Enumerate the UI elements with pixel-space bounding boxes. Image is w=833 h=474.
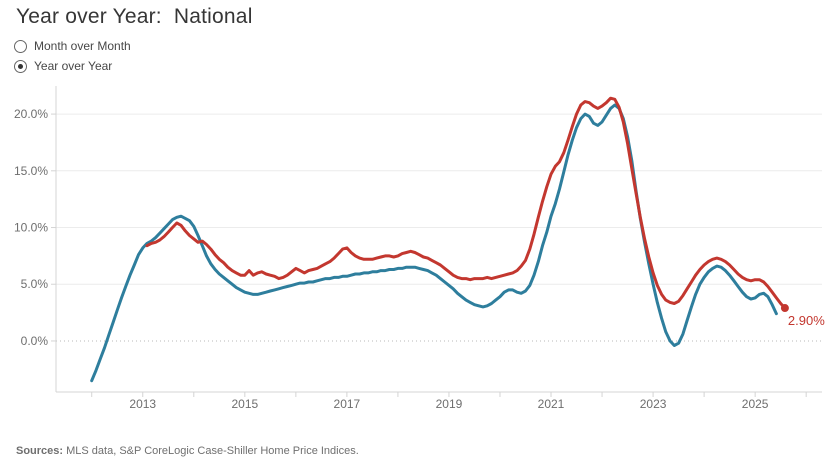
radio-icon [14,59,27,73]
svg-text:15.0%: 15.0% [14,164,48,178]
svg-text:20.0%: 20.0% [14,107,48,121]
x-tick-labels: 2013 2015 2017 2019 2021 2023 2025 [129,397,768,411]
page-title: Year over Year: National [16,5,253,28]
svg-text:2023: 2023 [640,397,667,411]
radio-month-over-month[interactable]: Month over Month [14,36,131,56]
svg-text:2019: 2019 [436,397,463,411]
axes [51,86,822,397]
radio-label-month-over-month: Month over Month [34,39,131,53]
svg-text:2013: 2013 [129,397,156,411]
radio-icon [14,39,27,53]
end-value-label: 2.90% [788,313,825,328]
svg-text:5.0%: 5.0% [21,277,49,291]
radio-label-year-over-year: Year over Year [34,59,113,73]
radio-year-over-year[interactable]: Year over Year [14,56,131,76]
radio-dot-icon [18,63,23,69]
y-tick-labels: 0.0% 5.0% 10.0% 15.0% 20.0% [14,107,48,348]
svg-text:2015: 2015 [231,397,258,411]
metric-selector: Month over Month Year over Year [14,36,131,76]
svg-text:0.0%: 0.0% [21,334,49,348]
svg-text:2025: 2025 [742,397,769,411]
svg-text:10.0%: 10.0% [14,221,48,235]
source-text: MLS data, S&P CoreLogic Case-Shiller Hom… [63,445,359,457]
end-point-marker [780,304,789,313]
blue-series-line[interactable] [90,103,778,383]
red-series-line[interactable] [145,96,787,310]
svg-text:2021: 2021 [538,397,565,411]
svg-text:2017: 2017 [334,397,361,411]
source-note: Sources: MLS data, S&P CoreLogic Case-Sh… [16,445,359,457]
source-label: Sources: [16,445,64,457]
